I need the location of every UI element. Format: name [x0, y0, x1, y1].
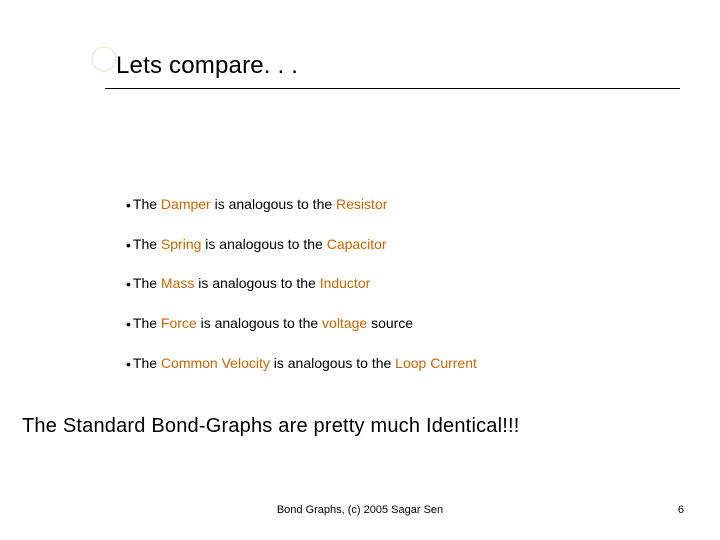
bullet-dot-icon: • — [126, 315, 131, 334]
bullet-mid: is analogous to the — [201, 236, 326, 252]
bullet-highlight: Common Velocity — [161, 355, 270, 371]
bullet-dot-icon: • — [126, 196, 131, 215]
title-block: Lets compare. . . — [116, 52, 298, 80]
conclusion-text: The Standard Bond-Graphs are pretty much… — [22, 415, 702, 438]
bullet-pre: The — [133, 236, 161, 252]
page-number: 6 — [678, 504, 684, 516]
bullet-highlight: Capacitor — [327, 236, 387, 252]
list-item: •The Force is analogous to the voltage s… — [126, 314, 666, 334]
slide-title: Lets compare. . . — [116, 52, 298, 80]
title-underline — [105, 88, 680, 89]
bullet-highlight: Inductor — [320, 275, 371, 291]
bullet-pre: The — [133, 315, 161, 331]
bullet-pre: The — [133, 355, 161, 371]
list-item: •The Mass is analogous to the Inductor — [126, 274, 666, 294]
bullet-pre: The — [133, 196, 161, 212]
bullet-mid: is analogous to the — [197, 315, 322, 331]
footer-copyright: Bond Graphs, (c) 2005 Sagar Sen — [0, 504, 720, 516]
list-item: •The Damper is analogous to the Resistor — [126, 195, 666, 215]
bullet-highlight: voltage — [322, 315, 367, 331]
bullet-highlight: Force — [161, 315, 197, 331]
bullet-highlight: Spring — [161, 236, 201, 252]
bullet-highlight: Damper — [161, 196, 211, 212]
bullet-pre: The — [133, 275, 161, 291]
bullet-highlight: Resistor — [336, 196, 387, 212]
list-item: •The Common Velocity is analogous to the… — [126, 354, 666, 374]
bullet-highlight: Mass — [161, 275, 194, 291]
list-item: •The Spring is analogous to the Capacito… — [126, 235, 666, 255]
bullet-post: source — [367, 315, 413, 331]
bullet-highlight: Loop Current — [395, 355, 477, 371]
slide: Lets compare. . . •The Damper is analogo… — [0, 0, 720, 540]
bullet-mid: is analogous to the — [194, 275, 319, 291]
bullet-list: •The Damper is analogous to the Resistor… — [126, 195, 666, 394]
bullet-mid: is analogous to the — [211, 196, 336, 212]
bullet-mid: is analogous to the — [270, 355, 395, 371]
circle-decoration — [91, 46, 117, 72]
bullet-dot-icon: • — [126, 275, 131, 294]
bullet-dot-icon: • — [126, 236, 131, 255]
bullet-dot-icon: • — [126, 355, 131, 374]
